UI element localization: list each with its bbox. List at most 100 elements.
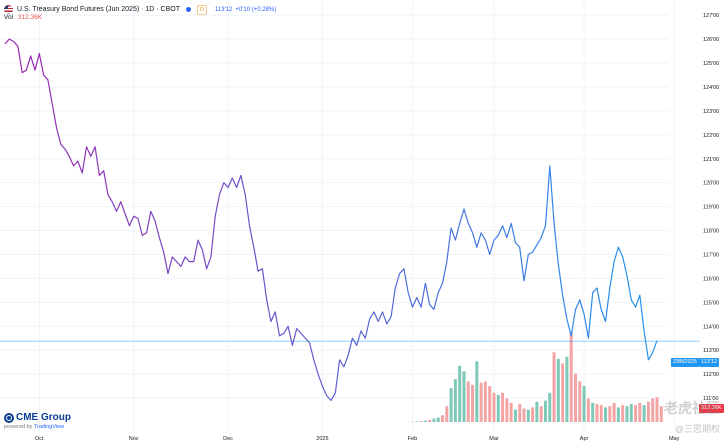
volume-bar [586, 398, 590, 422]
header-change: +0'10 (+0.28%) [235, 6, 277, 13]
delayed-badge: D [197, 4, 207, 15]
last-price-label: 113'12 [701, 359, 717, 365]
volume-bar [518, 404, 522, 422]
y-tick-label: 121'00 [703, 157, 719, 163]
volume-bar [548, 392, 552, 422]
y-tick-label: 118'00 [703, 229, 719, 235]
volume-bar [531, 407, 535, 422]
volume-tag-label: 312.36K [701, 405, 722, 411]
volume-bar [432, 418, 436, 422]
volume-bar [513, 409, 517, 422]
globe-icon [4, 412, 14, 423]
volume-bar [415, 421, 419, 422]
y-tick-label: 123'00 [703, 109, 719, 115]
y-tick-label: 126'00 [703, 37, 719, 43]
volume-bar [616, 407, 620, 422]
volume-bar [591, 402, 595, 422]
volume-bar [479, 382, 483, 422]
y-tick-label: 119'00 [703, 205, 719, 211]
cme-group-logo[interactable]: CME Group powered by TradingView [4, 412, 71, 430]
volume-bar [445, 406, 449, 422]
volume-bar [475, 361, 479, 422]
watermark-handle: @三思期权 [674, 424, 720, 434]
volume-bar [556, 359, 560, 422]
x-tick-label: Oct [35, 436, 44, 442]
volume-bar [655, 397, 659, 422]
volume-bar [642, 405, 646, 422]
volume-bar [505, 398, 509, 422]
x-tick-label: Mar [489, 436, 499, 442]
volume-bar [659, 406, 663, 422]
volume-bar [599, 405, 603, 422]
y-tick-label: 127'00 [703, 13, 719, 19]
volume-bar [526, 409, 530, 422]
symbol-tag-label: ZBM2025 [673, 359, 697, 365]
volume-value: 312.36K [17, 14, 43, 21]
volume-bar [458, 365, 462, 422]
x-tick-label: Dec [223, 436, 233, 442]
symbol-title[interactable]: U.S. Treasury Bond Futures (Jun 2025) · … [17, 6, 181, 13]
y-tick-label: 122'00 [703, 133, 719, 139]
volume-bar [488, 386, 492, 422]
volume-legend[interactable]: Vol 312.36K [4, 14, 42, 21]
volume-bar [629, 404, 633, 422]
y-tick-label: 120'00 [703, 181, 719, 187]
volume-bar [595, 404, 599, 422]
last-price-tag: 113'12 [699, 358, 719, 367]
volume-bar [578, 381, 582, 422]
y-tick-label: 116'00 [703, 276, 719, 282]
volume-bar [466, 381, 470, 422]
powered-by[interactable]: powered by TradingView [4, 424, 71, 430]
volume-tag: 312.36K [699, 404, 724, 413]
x-tick-label: Nov [129, 436, 139, 442]
volume-bar [471, 384, 475, 422]
volume-bar [608, 406, 612, 422]
x-axis[interactable]: Oct Nov Dec 2025 Feb Mar Apr May [35, 436, 680, 442]
volume-bar [522, 408, 526, 422]
watermark-community: 老虎社区 [664, 400, 720, 416]
x-tick-label: May [669, 436, 680, 442]
logo-text: CME Group [16, 412, 71, 423]
volume-bars [406, 332, 663, 422]
y-tick-label: 114'00 [703, 324, 719, 330]
volume-bar [496, 395, 500, 422]
y-tick-label: 113'00 [703, 348, 719, 354]
volume-bar [453, 379, 457, 422]
y-tick-label: 124'00 [703, 85, 719, 91]
header-price: 113'12 [215, 6, 233, 13]
y-axis[interactable]: 111'00 112'00 113'00 114'00 115'00 116'00 117'… [703, 13, 719, 402]
powered-prefix: powered by [4, 424, 33, 430]
volume-bar [441, 415, 445, 422]
us-flag-icon [4, 5, 13, 14]
price-series-line [4, 38, 658, 401]
volume-bar [543, 400, 547, 422]
y-tick-label: 112'00 [703, 372, 719, 378]
volume-bar [509, 402, 513, 422]
volume-bar [646, 401, 650, 422]
volume-bar [535, 401, 539, 422]
x-tick-label: 2025 [316, 436, 328, 442]
volume-bar [573, 373, 578, 422]
y-tick-label: 111'00 [703, 396, 719, 402]
volume-bar [436, 417, 440, 422]
x-tick-label: Feb [408, 436, 417, 442]
volume-bar [582, 386, 586, 422]
volume-bar [651, 398, 655, 422]
symbol-price-tag: ZBM2025 [671, 358, 699, 367]
x-tick-label: Apr [580, 436, 589, 442]
y-tick-label: 125'00 [703, 61, 719, 67]
volume-bar [462, 371, 466, 422]
volume-bar [539, 406, 543, 422]
volume-bar [423, 420, 427, 422]
volume-bar [492, 392, 496, 422]
y-tick-label: 117'00 [703, 252, 719, 258]
volume-label: Vol [4, 14, 14, 21]
volume-bar [419, 421, 423, 422]
volume-bar [552, 352, 556, 422]
volume-bar [565, 356, 569, 422]
tradingview-link[interactable]: TradingView [33, 424, 65, 430]
volume-bar [501, 392, 505, 422]
volume-bar [612, 402, 616, 422]
chart-header: U.S. Treasury Bond Futures (Jun 2025) · … [4, 3, 276, 16]
